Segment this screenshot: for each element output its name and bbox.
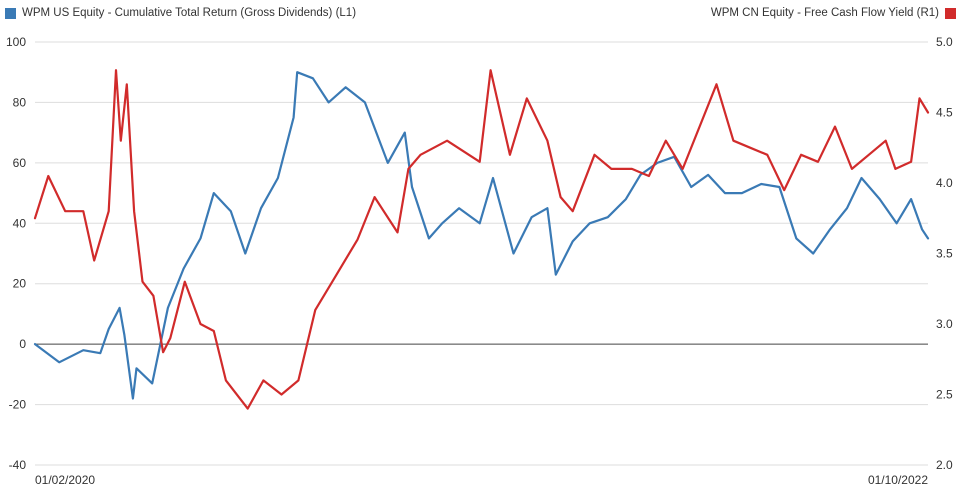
series-line-1 <box>33 71 930 400</box>
legend-label-series-2: WPM CN Equity - Free Cash Flow Yield (R1… <box>710 7 939 19</box>
legend-series-2[interactable]: WPM CN Equity - Free Cash Flow Yield (R1… <box>711 7 956 19</box>
legend-swatch-series-1 <box>5 7 16 19</box>
gridlines <box>35 41 928 466</box>
left-axis-tick-label: 40 <box>13 216 27 230</box>
right-axis-tick-label: 3.5 <box>936 247 953 261</box>
legend-label-series-1: WPM US Equity - Cumulative Total Return … <box>22 7 357 19</box>
left-axis-tick-label: 60 <box>13 156 27 170</box>
legend-series-1[interactable]: WPM US Equity - Cumulative Total Return … <box>5 7 356 19</box>
series-line-2 <box>33 69 930 410</box>
series-layer <box>33 69 930 410</box>
left-axis-tick-label: -20 <box>9 398 27 412</box>
right-axis-tick-label: 4.0 <box>936 176 953 190</box>
right-axis-tick-label: 4.5 <box>936 106 953 120</box>
left-axis-tick-label: -40 <box>9 458 27 472</box>
x-end-tick-label: 01/10/2022 <box>868 473 928 487</box>
left-axis-tick-label: 80 <box>13 95 27 109</box>
right-axis-tick-label: 2.0 <box>936 458 953 472</box>
left-axis-tick-label: 0 <box>19 337 26 351</box>
left-axis-tick-label: 20 <box>13 277 27 291</box>
right-axis-tick-label: 3.0 <box>936 317 953 331</box>
right-axis-tick-label: 2.5 <box>936 388 953 402</box>
right-axis-ticks: 5.0 4.5 4.0 3.5 3.0 2.5 2.0 <box>936 35 953 472</box>
right-axis-tick-label: 5.0 <box>936 35 953 49</box>
x-start-tick-label: 01/02/2020 <box>35 473 95 487</box>
legend-swatch-series-2 <box>945 7 956 19</box>
left-axis-ticks: 100 80 60 40 20 0 -20 -40 <box>6 35 26 472</box>
left-axis-tick-label: 100 <box>6 35 26 49</box>
